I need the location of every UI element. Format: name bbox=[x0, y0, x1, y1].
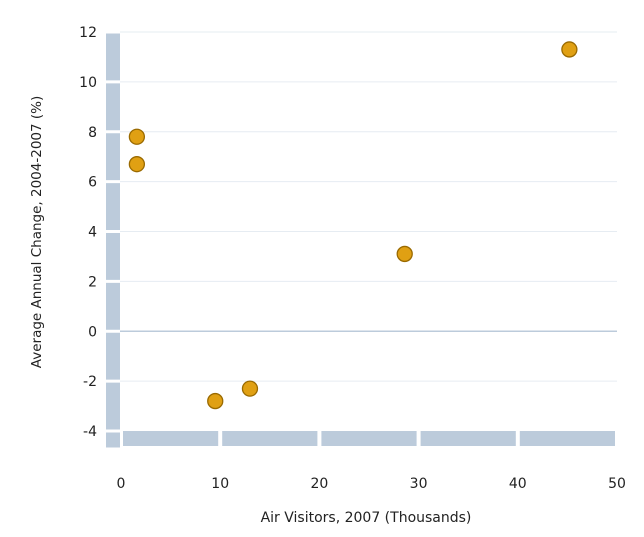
x-axis-title: Air Visitors, 2007 (Thousands) bbox=[261, 510, 472, 526]
y-axis-title: Average Annual Change, 2004-2007 (%) bbox=[29, 96, 45, 368]
x-tick-label: 10 bbox=[211, 476, 229, 492]
data-point bbox=[128, 156, 146, 173]
y-tick-label: 10 bbox=[79, 75, 97, 91]
y-axis-band-segment bbox=[106, 133, 120, 181]
x-axis-band-segment bbox=[519, 431, 615, 446]
data-point bbox=[396, 245, 413, 263]
y-tick-label: 2 bbox=[88, 274, 97, 290]
x-axis-band-segment bbox=[222, 431, 318, 446]
x-tick-label: 30 bbox=[410, 476, 428, 492]
gridlines bbox=[120, 31, 617, 382]
data-points bbox=[128, 41, 578, 410]
x-tick-label: 0 bbox=[117, 476, 126, 492]
x-axis-band-segment bbox=[321, 431, 417, 446]
y-tick-label: 6 bbox=[88, 175, 97, 191]
y-tick-label: 8 bbox=[88, 125, 97, 141]
data-point bbox=[128, 128, 146, 145]
tick-labels: -4 -2 0 2 4 6 8 10 12 0 10 20 30 40 50 bbox=[79, 25, 626, 492]
x-tick-label: 40 bbox=[509, 476, 527, 492]
y-axis-band-segment bbox=[106, 432, 120, 448]
data-point bbox=[207, 392, 224, 410]
y-axis-band-segment bbox=[106, 282, 120, 330]
axis-bands bbox=[106, 33, 615, 448]
x-axis-band-segment bbox=[420, 431, 516, 446]
data-point bbox=[561, 41, 578, 58]
y-tick-label: 4 bbox=[88, 225, 97, 241]
data-point bbox=[241, 380, 259, 397]
y-axis-band-segment bbox=[106, 33, 120, 81]
y-tick-label: -4 bbox=[83, 424, 97, 440]
y-axis-band-segment bbox=[106, 233, 120, 280]
y-axis-band-segment bbox=[106, 382, 120, 430]
y-axis-band-segment bbox=[106, 183, 120, 230]
y-tick-label: -2 bbox=[83, 374, 97, 390]
y-tick-label: 12 bbox=[79, 25, 97, 41]
x-tick-label: 20 bbox=[310, 476, 328, 492]
y-tick-label: 0 bbox=[88, 324, 97, 340]
y-axis-band-segment bbox=[106, 332, 120, 380]
x-tick-label: 50 bbox=[608, 476, 626, 492]
y-axis-band-segment bbox=[106, 83, 120, 131]
x-axis-band-segment bbox=[123, 431, 219, 446]
